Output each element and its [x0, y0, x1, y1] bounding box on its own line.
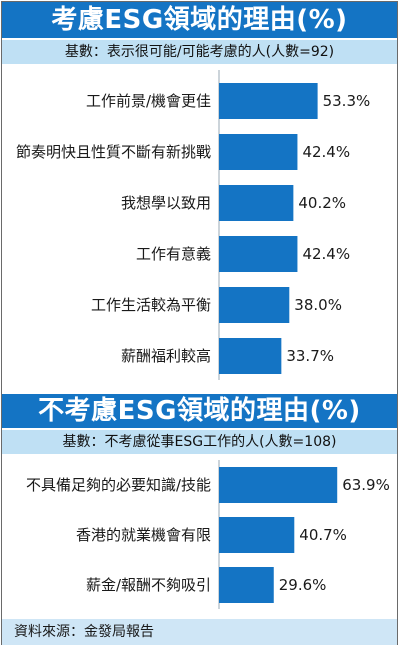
category-label: 薪酬福利較高	[121, 347, 211, 365]
value-label: 40.2%	[298, 194, 346, 212]
bar	[219, 467, 338, 503]
bar	[219, 517, 295, 553]
value-label: 42.4%	[302, 143, 350, 161]
category-label: 工作生活較為平衡	[91, 296, 211, 314]
value-label: 38.0%	[294, 296, 342, 314]
bar	[219, 287, 290, 323]
bar-chart-1: 工作前景/機會更佳 53.3% 節奏明快且性質不斷有新挑戰 42.4% 我想學以致用 40…	[16, 70, 371, 380]
bar	[219, 185, 294, 221]
category-label: 香港的就業機會有限	[76, 526, 211, 544]
value-label: 42.4%	[302, 245, 350, 263]
source-note: 資料來源：金發局報告	[2, 619, 397, 645]
category-label: 不具備足夠的必要知識/技能	[26, 476, 211, 494]
value-label: 53.3%	[323, 92, 371, 110]
category-label: 工作有意義	[136, 245, 211, 263]
category-label: 工作前景/機會更佳	[86, 92, 211, 110]
bar	[219, 83, 318, 119]
chart-title-2: 不考慮ESG領域的理由(%)	[2, 394, 397, 428]
bar	[219, 236, 298, 272]
value-label: 33.7%	[286, 347, 334, 365]
value-label: 29.6%	[279, 576, 327, 594]
category-label: 節奏明快且性質不斷有新挑戰	[16, 143, 211, 161]
chart-title-1: 考慮ESG領域的理由(%)	[2, 2, 397, 38]
chart-subtitle-2: 基數：不考慮從事ESG工作的人(人數=108)	[2, 430, 397, 454]
chart-panel-2: 不具備足夠的必要知識/技能 63.9% 香港的就業機會有限 40.7% 薪金/報酬不夠吸…	[2, 454, 397, 616]
value-label: 40.7%	[299, 526, 347, 544]
bar	[219, 567, 274, 603]
category-label: 我想學以致用	[121, 194, 211, 212]
chart-subtitle-1: 基數：表示很可能/可能考慮的人(人數=92)	[2, 40, 397, 64]
bar	[219, 134, 298, 170]
bar-chart-2: 不具備足夠的必要知識/技能 63.9% 香港的就業機會有限 40.7% 薪金/報酬不夠吸…	[26, 460, 390, 609]
value-label: 63.9%	[342, 476, 390, 494]
chart-panel-1: 工作前景/機會更佳 53.3% 節奏明快且性質不斷有新挑戰 42.4% 我想學以致用 40…	[2, 64, 397, 380]
bar	[219, 338, 282, 374]
category-label: 薪金/報酬不夠吸引	[86, 576, 211, 594]
